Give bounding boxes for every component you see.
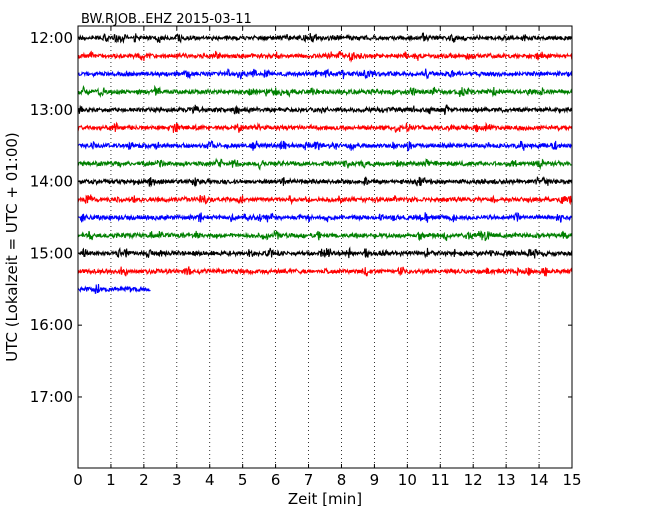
x-tick-label-10: 10 (398, 471, 417, 489)
x-tick-label-15: 15 (562, 471, 581, 489)
x-tick-label-5: 5 (238, 471, 248, 489)
trace-1300 (77, 104, 573, 115)
x-tick-label-4: 4 (205, 471, 215, 489)
chart-title: BW.RJOB..EHZ 2015-03-11 (81, 12, 252, 27)
x-tick-label-2: 2 (139, 471, 149, 489)
trace-1430 (77, 212, 573, 223)
x-tick-label-3: 3 (172, 471, 182, 489)
x-tick-label-11: 11 (431, 471, 450, 489)
x-tick-label-14: 14 (530, 471, 549, 489)
y-tick-label-1400: 14:00 (30, 173, 73, 191)
trace-1345 (77, 157, 573, 171)
trace-1500 (77, 246, 573, 259)
x-tick-label-8: 8 (337, 471, 347, 489)
y-tick-label-1500: 15:00 (30, 244, 73, 262)
x-tick-label-0: 0 (73, 471, 83, 489)
x-tick-label-7: 7 (304, 471, 314, 489)
x-axis-label: Zeit [min] (288, 490, 362, 508)
x-tick-label-12: 12 (464, 471, 483, 489)
y-tick-label-1200: 12:00 (30, 29, 73, 47)
y-tick-label-1600: 16:00 (30, 316, 73, 334)
trace-1215 (77, 50, 573, 63)
x-tick-label-9: 9 (370, 471, 380, 489)
trace-1415 (77, 194, 573, 206)
x-tick-label-6: 6 (271, 471, 281, 489)
trace-1315 (77, 121, 573, 134)
trace-1400 (77, 176, 573, 188)
y-tick-label-1300: 13:00 (30, 101, 73, 119)
x-tick-label-13: 13 (497, 471, 516, 489)
x-tick-label-1: 1 (106, 471, 116, 489)
trace-1245 (77, 84, 573, 99)
trace-1445 (77, 229, 573, 242)
plot-frame (77, 25, 573, 469)
trace-1230 (77, 68, 573, 80)
y-axis-label: UTC (Lokalzeit = UTC + 01:00) (3, 132, 21, 362)
trace-1200 (77, 32, 573, 45)
y-tick-label-1700: 17:00 (30, 388, 73, 406)
trace-1515 (77, 266, 573, 277)
trace-1330 (77, 139, 573, 152)
trace-1530 (77, 284, 151, 295)
